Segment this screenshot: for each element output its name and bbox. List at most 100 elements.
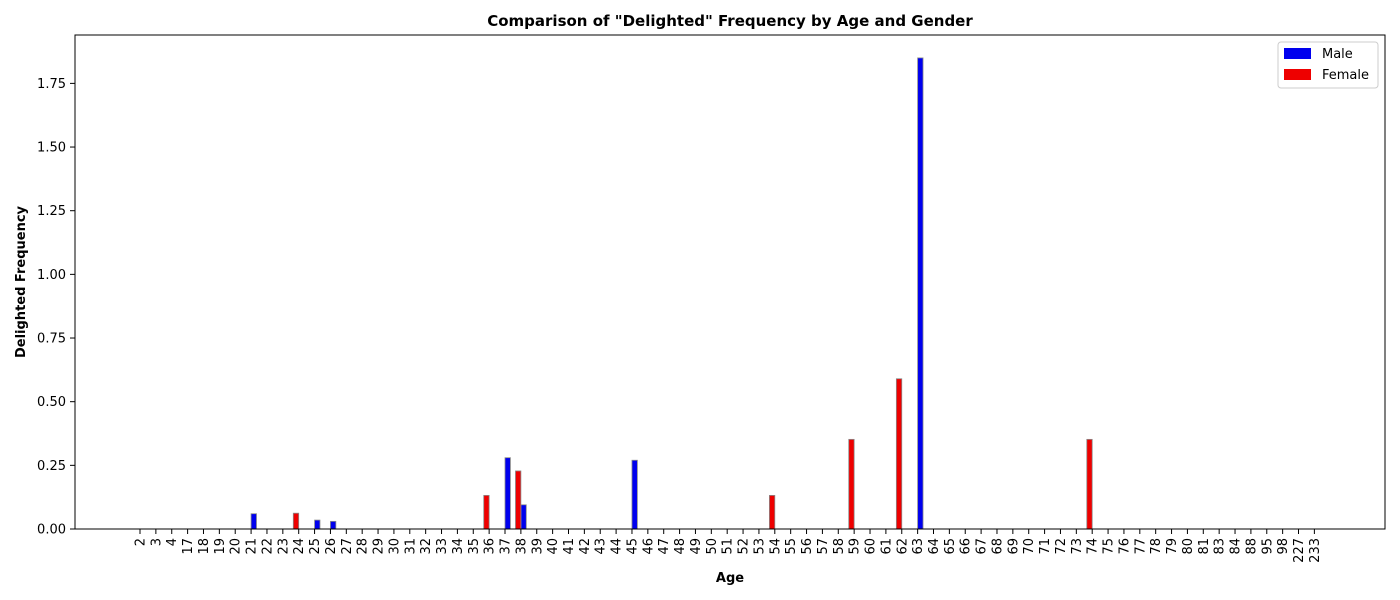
x-tick-label: 72 [1054,538,1069,555]
y-tick-label: 1.00 [37,268,66,283]
x-tick-label: 68 [990,538,1005,555]
x-tick-label: 25 [308,538,323,555]
x-tick-label: 43 [594,538,609,555]
x-tick-label: 73 [1070,538,1085,555]
x-tick-label: 28 [356,538,371,555]
x-tick-label: 65 [943,538,958,555]
x-tick-label: 51 [721,538,736,555]
y-tick-label: 1.50 [37,141,66,156]
y-tick-label: 1.75 [37,77,66,92]
bar-female-age-24 [292,512,300,530]
legend: Male Female [1277,41,1379,89]
y-axis-label: Delighted Frequency [14,205,29,358]
x-tick-label: 27 [340,538,355,555]
x-tick-label: 34 [451,538,466,555]
bar-female-age-54 [769,494,776,530]
x-tick-label: 23 [276,538,291,555]
y-tick-label: 0.00 [37,523,66,538]
x-tick-label: 42 [578,538,593,555]
x-tick-label: 67 [975,538,990,555]
x-tick-label: 50 [705,538,720,555]
y-tick-label: 0.75 [37,332,66,347]
x-tick-label: 233 [1308,538,1323,563]
x-tick-label: 18 [197,538,212,555]
y-tick-label: 1.25 [37,204,66,219]
x-tick-label: 74 [1086,538,1101,555]
x-tick-label: 59 [848,538,863,555]
x-tick-label: 52 [737,538,752,555]
y-axis: 0.00 0.25 0.50 0.75 1.00 1.25 1.50 1.75 [37,77,75,538]
x-tick-label: 20 [229,538,244,555]
x-tick-label: 26 [324,538,339,555]
legend-swatch-female [1284,69,1311,80]
x-tick-label: 57 [816,538,831,555]
x-tick-label: 3 [149,538,164,546]
chart-title: Comparison of "Delighted" Frequency by A… [487,12,973,30]
x-tick-label: 38 [514,538,529,555]
x-tick-label: 29 [372,538,387,555]
x-tick-label: 83 [1213,538,1228,555]
bar-male-age-63 [917,57,924,530]
bar-female-age-38 [515,470,522,530]
x-tick-label: 64 [927,538,942,555]
legend-label-male: Male [1322,47,1353,62]
x-tick-label: 24 [292,538,307,555]
x-tick-label: 79 [1165,538,1180,555]
x-tick-label: 76 [1117,538,1132,555]
bar-male-age-38 [520,504,527,530]
x-tick-label: 21 [245,538,260,555]
x-tick-label: 77 [1133,538,1148,555]
bars-layer [250,57,1093,530]
x-tick-label: 55 [784,538,799,555]
y-tick-label: 0.50 [37,395,66,410]
legend-label-female: Female [1322,68,1369,83]
x-tick-label: 227 [1292,538,1307,563]
bar-male-age-37 [504,457,511,530]
x-tick-label: 84 [1229,538,1244,555]
x-tick-label: 41 [562,538,577,555]
x-tick-label: 17 [181,538,196,555]
bar-female-age-59 [848,438,855,530]
x-tick-label: 56 [800,538,815,555]
x-tick-label: 30 [387,538,402,555]
x-tick-label: 58 [832,538,847,555]
x-tick-label: 95 [1260,538,1275,555]
x-tick-label: 81 [1197,538,1212,555]
x-tick-label: 36 [483,538,498,555]
x-axis: 2 3 4 17 18 19 20 21 22 23 24 25 26 27 28 29 30 31 32 33 34 3… [134,529,1323,563]
bar-female-age-36 [483,494,490,530]
x-tick-label: 69 [1006,538,1021,555]
x-tick-label: 53 [752,538,767,555]
x-tick-label: 44 [610,538,625,555]
plot-frame [74,34,1386,530]
x-tick-label: 2 [134,538,149,546]
x-tick-label: 70 [1022,538,1037,555]
x-tick-label: 35 [467,538,482,555]
x-tick-label: 37 [499,538,514,555]
x-tick-label: 54 [768,538,783,555]
x-axis-label: Age [716,571,744,586]
bar-male-age-26 [330,520,337,530]
x-tick-label: 4 [165,538,180,546]
x-tick-label: 39 [530,538,545,555]
bar-male-age-45 [631,459,638,530]
bar-male-age-21 [250,513,257,530]
x-tick-label: 33 [435,538,450,555]
x-tick-label: 98 [1276,538,1291,555]
x-tick-label: 71 [1038,538,1053,555]
x-tick-label: 75 [1102,538,1117,555]
x-tick-label: 40 [546,538,561,555]
x-tick-label: 61 [879,538,894,555]
x-tick-label: 22 [260,538,275,555]
legend-swatch-male [1284,48,1311,59]
x-tick-label: 88 [1244,538,1259,555]
x-tick-label: 46 [641,538,656,555]
bar-male-age-25 [314,519,321,530]
y-tick-label: 0.25 [37,459,66,474]
x-tick-label: 80 [1181,538,1196,555]
x-tick-label: 60 [864,538,879,555]
x-tick-label: 66 [959,538,974,555]
x-tick-label: 31 [403,538,418,555]
x-tick-label: 62 [895,538,910,555]
